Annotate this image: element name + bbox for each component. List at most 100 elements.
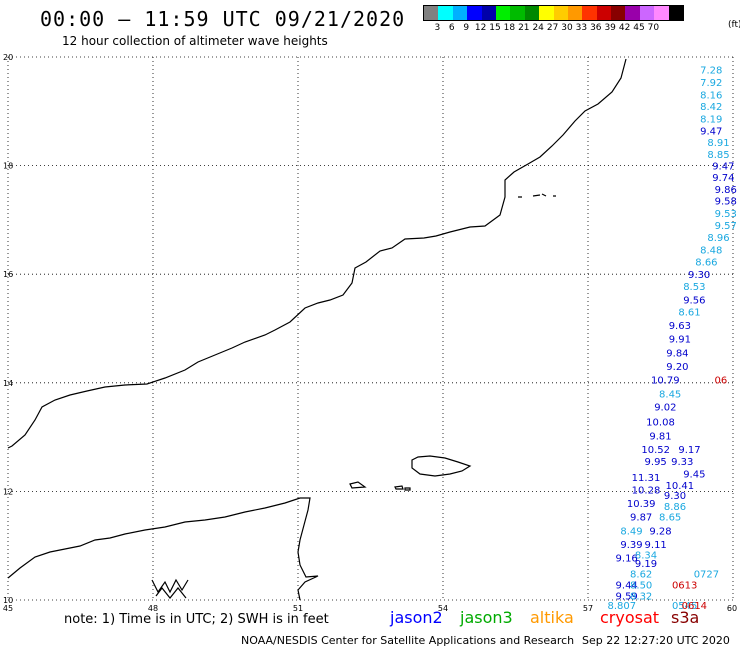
- wave-height-label: 7.28: [700, 65, 722, 76]
- colorbar-label: 18: [503, 23, 516, 33]
- lon-tick-label: 60: [727, 604, 737, 613]
- wave-height-label: 9.56: [683, 296, 705, 307]
- wave-height-observations: 7.287.928.168.428.199.478.918.859.479.74…: [608, 65, 737, 612]
- colorbar-swatch: [524, 6, 540, 20]
- colorbar-label: 42: [618, 23, 631, 33]
- wave-height-label: 9.19: [635, 559, 657, 570]
- wave-height-label: 8.86: [664, 502, 686, 513]
- chart-title: 00:00 – 11:59 UTC 09/21/2020: [40, 7, 406, 31]
- colorbar-swatch: [553, 6, 568, 20]
- island-abdalkuri: [349, 481, 367, 489]
- map-grid: [7, 56, 734, 601]
- wave-height-label: 10.52: [641, 445, 670, 456]
- island-samhah: [394, 485, 404, 490]
- satellite-legend-jason3: jason3: [460, 608, 513, 627]
- wave-height-label: 0613: [672, 581, 697, 592]
- wave-height-label: 9.30: [664, 491, 686, 502]
- satellite-legend-jason2: jason2: [390, 608, 443, 627]
- wave-height-label: 9.30: [688, 270, 710, 281]
- wave-height-label: 8.48: [700, 246, 722, 257]
- wave-height-label: 8.91: [707, 138, 729, 149]
- generation-timestamp: Sep 22 12:27:20 UTC 2020: [582, 634, 730, 647]
- colorbar-swatches: [423, 5, 685, 21]
- wave-height-label: 9.47: [700, 127, 722, 138]
- wave-height-label: 8.807: [608, 601, 637, 612]
- wave-height-label: 9.33: [671, 457, 693, 468]
- coastline: [7, 58, 627, 601]
- colorbar-swatch: [467, 6, 482, 20]
- coastline-somalia: [7, 497, 319, 601]
- colorbar-swatch: [424, 6, 439, 20]
- wave-height-label: 8.50: [630, 581, 652, 592]
- wave-height-label: 9.95: [645, 457, 667, 468]
- wave-height-label: 10.08: [646, 418, 675, 429]
- lat-tick-label: 18: [3, 162, 13, 171]
- wave-height-label: 0545: [672, 601, 697, 612]
- island-darsa: [404, 487, 411, 491]
- island-socotra: [411, 455, 472, 477]
- satellite-legend-s3a: s3a: [671, 608, 700, 627]
- lat-tick-label: 16: [3, 270, 13, 279]
- wave-height-label: 9.59: [616, 591, 638, 602]
- wave-height-label: 9.86: [715, 185, 737, 196]
- colorbar-label: 15: [489, 23, 501, 33]
- colorbar-label: 70: [647, 23, 660, 33]
- colorbar-swatch: [639, 6, 655, 20]
- wave-height-label: 9.17: [678, 445, 700, 456]
- wave-height-label: 11.31: [632, 473, 661, 484]
- wave-height-label: 8.45: [659, 389, 681, 400]
- colorbar-label: 33: [575, 23, 588, 33]
- wave-height-label: 9.87: [630, 513, 652, 524]
- satellite-legend-cryosat: cryosat: [600, 608, 660, 627]
- colorbar-swatch: [668, 6, 684, 20]
- wave-height-label: 9.02: [654, 402, 676, 413]
- wave-height-label: 9.44: [616, 581, 638, 592]
- wave-height-label: 9.81: [649, 431, 671, 442]
- wave-height-label: 0614: [682, 601, 707, 612]
- wave-height-label: 10.41: [666, 481, 695, 492]
- colorbar-swatch: [596, 6, 612, 20]
- colorbar-swatch: [654, 6, 669, 20]
- wave-height-label: 10.28: [632, 486, 661, 497]
- wave-height-label: 9.16: [616, 553, 638, 564]
- wave-height-label: 9.45: [683, 469, 705, 480]
- wave-height-label: 10.39: [627, 499, 656, 510]
- wave-height-label: 9.53: [715, 209, 737, 220]
- wave-height-label: 0727: [694, 570, 719, 581]
- footer-note: note: 1) Time is in UTC; 2) SWH is in fe…: [64, 612, 329, 627]
- island-cluster-west: [151, 578, 189, 599]
- map-axis-labels: 45 48 51 54 57 60 10 12 14 16 18 20: [3, 53, 737, 613]
- wave-height-label: 8.42: [700, 102, 722, 113]
- lon-tick-label: 45: [3, 604, 13, 613]
- lon-tick-label: 51: [293, 604, 303, 613]
- credit-text: NOAA/NESDIS Center for Satellite Applica…: [241, 634, 575, 647]
- wave-height-label: 8.49: [620, 526, 642, 537]
- colorbar-swatch: [567, 6, 583, 20]
- lat-tick-label: 20: [3, 53, 13, 62]
- colorbar-swatch: [452, 6, 468, 20]
- colorbar-label: 36: [590, 23, 602, 33]
- colorbar-swatch: [481, 6, 496, 20]
- colorbar-label: 21: [518, 23, 530, 33]
- colorbar-label: 39: [604, 23, 616, 33]
- wave-height-label: 8.65: [659, 513, 681, 524]
- coastline-arabia: [7, 58, 627, 449]
- wave-height-label: 8.62: [630, 570, 652, 581]
- wave-height-label: 9.74: [712, 173, 734, 184]
- lat-tick-label: 10: [3, 596, 13, 605]
- wave-height-label: 8.34: [635, 551, 657, 562]
- wave-height-label: 8.66: [695, 258, 717, 269]
- wave-height-label: 10.79: [651, 375, 680, 386]
- wave-height-label: 9.20: [666, 362, 688, 373]
- wave-height-label: 9.57: [715, 221, 737, 232]
- colorbar-swatch: [539, 6, 554, 20]
- wave-height-label: 9.11: [645, 540, 667, 551]
- wave-height-label: 8.61: [678, 307, 700, 318]
- wave-height-label: 8.53: [683, 282, 705, 293]
- colorbar-swatch: [438, 6, 453, 20]
- colorbar-label: 24: [532, 23, 544, 33]
- wave-height-label: 9.47: [712, 161, 734, 172]
- lat-tick-label: 12: [3, 487, 13, 496]
- lon-tick-label: 54: [438, 604, 448, 613]
- wave-height-colorbar: 3 6 9 12 15 18 21 24 27 30 33 36 39 42 45 70: [423, 5, 685, 33]
